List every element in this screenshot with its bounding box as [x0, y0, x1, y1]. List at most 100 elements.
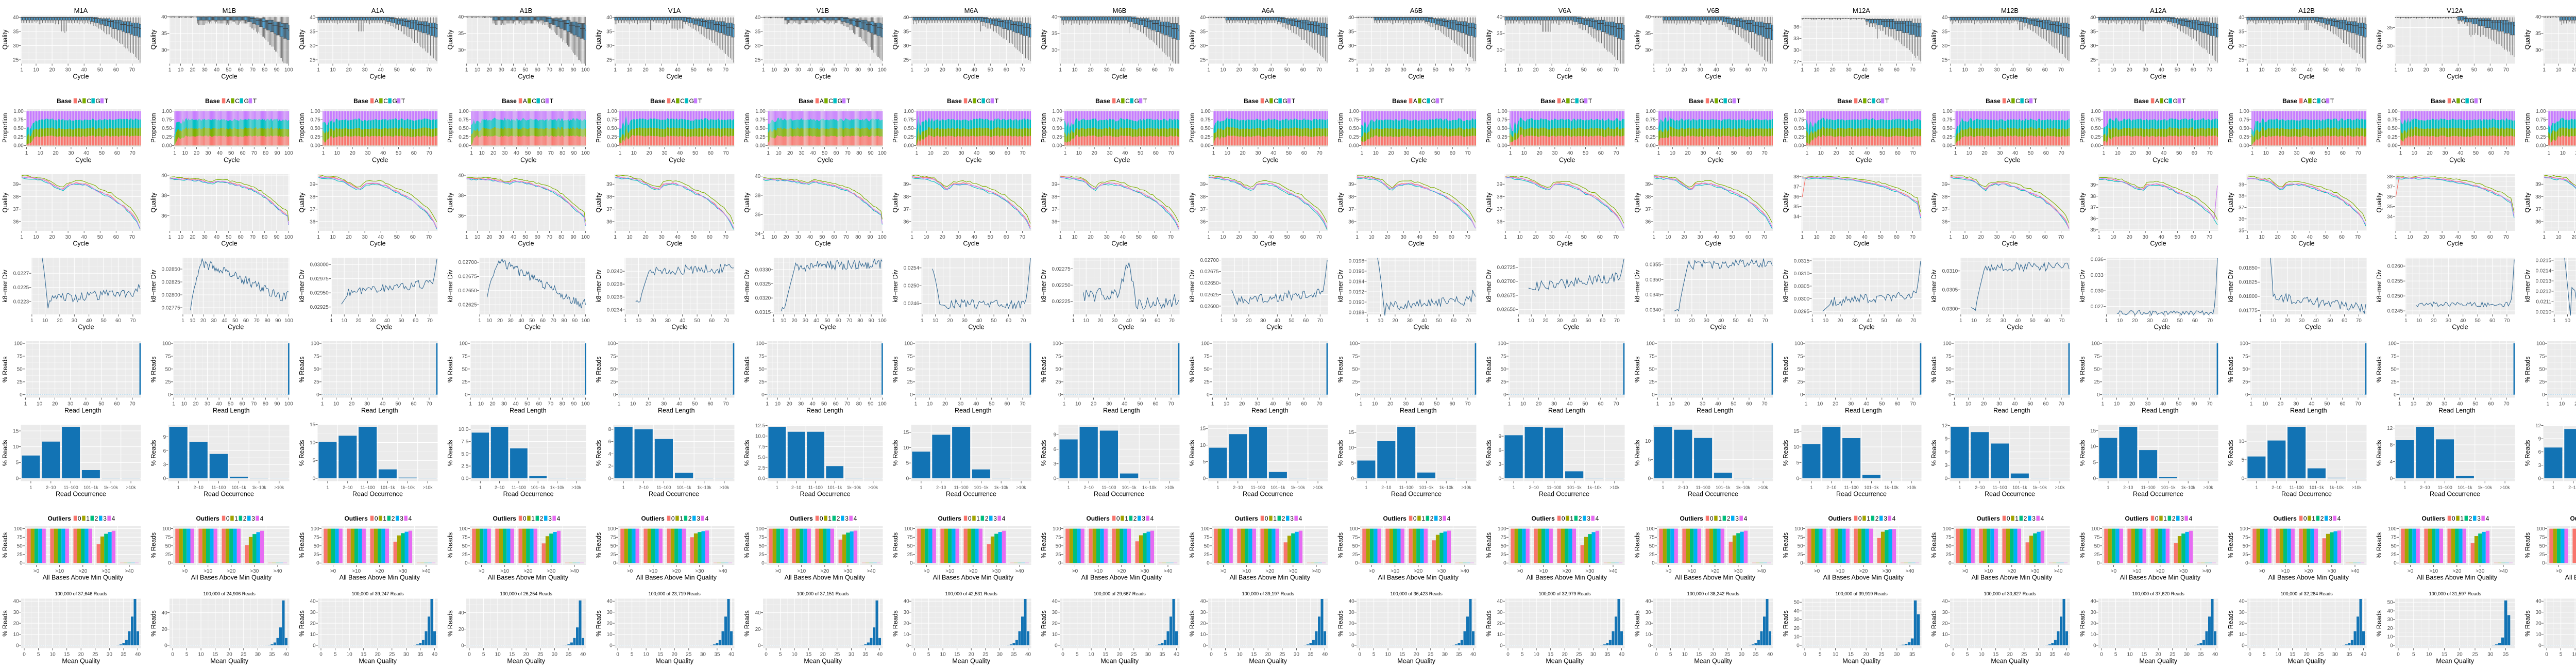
- svg-text:30: 30: [2536, 610, 2542, 615]
- svg-text:40: 40: [903, 15, 909, 21]
- svg-text:40: 40: [2010, 68, 2016, 73]
- svg-text:40: 40: [2457, 402, 2463, 407]
- svg-text:1: 1: [1805, 402, 1808, 407]
- svg-text:Outliers: Outliers: [2421, 515, 2445, 522]
- svg-text:30: 30: [665, 318, 671, 324]
- svg-text:0: 0: [906, 643, 909, 648]
- svg-text:39: 39: [2239, 182, 2245, 188]
- svg-text:>10: >10: [2132, 569, 2141, 574]
- svg-text:60: 60: [1600, 318, 1606, 324]
- svg-text:0.75: 0.75: [162, 118, 172, 123]
- svg-text:35: 35: [2090, 29, 2096, 35]
- svg-text:10: 10: [792, 652, 798, 658]
- svg-text:20: 20: [1942, 621, 1948, 627]
- svg-text:All Bases Above Min Quality: All Bases Above Min Quality: [43, 574, 124, 581]
- svg-text:0: 0: [608, 476, 612, 481]
- svg-text:0.02650: 0.02650: [1497, 307, 1516, 313]
- svg-text:40: 40: [81, 235, 88, 240]
- svg-text:37: 37: [1052, 207, 1058, 212]
- svg-text:60: 60: [2042, 235, 2048, 240]
- svg-text:All Bases Above Min Quality: All Bases Above Min Quality: [2417, 574, 2498, 581]
- svg-text:70: 70: [1020, 151, 1026, 156]
- svg-text:1: 1: [1810, 485, 1813, 490]
- svg-text:0: 0: [1499, 476, 1502, 481]
- svg-text:10: 10: [1497, 632, 1503, 638]
- svg-text:50: 50: [1501, 543, 1507, 549]
- svg-text:Read Occurrence: Read Occurrence: [1985, 490, 2035, 497]
- svg-text:15: 15: [903, 430, 909, 436]
- svg-text:1: 1: [317, 235, 320, 240]
- svg-text:30: 30: [202, 68, 208, 73]
- svg-text:40: 40: [1714, 68, 1720, 73]
- svg-text:Cycle: Cycle: [1710, 323, 1726, 330]
- svg-text:50: 50: [165, 543, 172, 549]
- svg-text:% Reads: % Reads: [298, 356, 306, 382]
- svg-text:k8−mer Div: k8−mer Div: [447, 269, 454, 302]
- svg-text:C: C: [1719, 97, 1723, 105]
- svg-text:All Bases Above Min Quality: All Bases Above Min Quality: [1527, 574, 1607, 581]
- svg-text:G: G: [1580, 97, 1584, 105]
- svg-text:0: 0: [2100, 652, 2103, 658]
- svg-text:100: 100: [2388, 526, 2397, 532]
- svg-text:25: 25: [537, 652, 544, 658]
- svg-text:20: 20: [969, 652, 975, 658]
- svg-text:Outliers: Outliers: [1383, 515, 1406, 522]
- svg-text:15: 15: [2090, 428, 2096, 434]
- svg-text:100: 100: [878, 318, 887, 324]
- svg-text:35: 35: [2503, 652, 2509, 658]
- svg-text:10: 10: [631, 151, 637, 156]
- svg-text:30: 30: [1294, 652, 1300, 658]
- svg-text:37: 37: [1200, 207, 1206, 212]
- svg-text:10: 10: [181, 402, 188, 407]
- svg-text:10: 10: [626, 68, 633, 73]
- svg-text:1: 1: [465, 235, 468, 240]
- svg-text:k8−mer Div: k8−mer Div: [1337, 269, 1344, 302]
- svg-text:50: 50: [395, 402, 401, 407]
- svg-text:70: 70: [846, 318, 853, 324]
- svg-text:4: 4: [2486, 515, 2489, 522]
- svg-text:>30: >30: [992, 569, 1001, 574]
- svg-text:0.25: 0.25: [162, 135, 172, 140]
- svg-text:60: 60: [836, 318, 842, 324]
- svg-text:1k–10k: 1k–10k: [104, 485, 118, 490]
- svg-text:30: 30: [205, 402, 211, 407]
- svg-text:10: 10: [182, 151, 189, 156]
- svg-text:90: 90: [274, 151, 280, 156]
- svg-text:>40: >40: [1312, 569, 1321, 574]
- svg-text:>20: >20: [969, 569, 977, 574]
- svg-text:% Reads: % Reads: [1485, 356, 1493, 382]
- svg-text:0: 0: [1945, 643, 1948, 648]
- svg-text:1: 1: [619, 151, 622, 156]
- svg-text:1: 1: [478, 318, 481, 324]
- svg-text:0.0212: 0.0212: [2536, 289, 2552, 294]
- svg-text:30: 30: [499, 235, 505, 240]
- svg-text:A: A: [1265, 97, 1269, 105]
- svg-text:38: 38: [458, 193, 464, 199]
- svg-text:15: 15: [657, 652, 664, 658]
- svg-text:30: 30: [205, 151, 211, 156]
- svg-text:>30: >30: [2179, 569, 2188, 574]
- svg-text:40: 40: [1497, 599, 1503, 605]
- svg-text:20: 20: [1830, 235, 1836, 240]
- svg-text:1k–10k: 1k–10k: [550, 485, 565, 490]
- svg-text:0.0227: 0.0227: [13, 271, 29, 277]
- svg-text:11–100: 11–100: [808, 485, 823, 490]
- svg-text:1: 1: [618, 402, 621, 407]
- svg-text:60: 60: [2339, 68, 2345, 73]
- svg-text:36: 36: [1793, 194, 1800, 200]
- svg-text:10: 10: [1089, 652, 1095, 658]
- svg-text:% Reads: % Reads: [892, 532, 899, 559]
- svg-text:36: 36: [755, 212, 761, 218]
- svg-text:Read Length: Read Length: [1548, 407, 1585, 414]
- svg-text:60: 60: [1153, 151, 1159, 156]
- svg-text:10: 10: [923, 68, 929, 73]
- svg-text:50: 50: [2094, 366, 2100, 372]
- svg-text:10: 10: [2110, 235, 2116, 240]
- svg-text:4: 4: [608, 452, 612, 457]
- svg-text:0: 0: [671, 515, 675, 522]
- svg-text:>40: >40: [274, 569, 282, 574]
- svg-text:0.50: 0.50: [1646, 126, 1656, 131]
- svg-text:37: 37: [310, 207, 316, 212]
- svg-text:Cycle: Cycle: [369, 240, 385, 247]
- svg-text:10: 10: [1521, 151, 1528, 156]
